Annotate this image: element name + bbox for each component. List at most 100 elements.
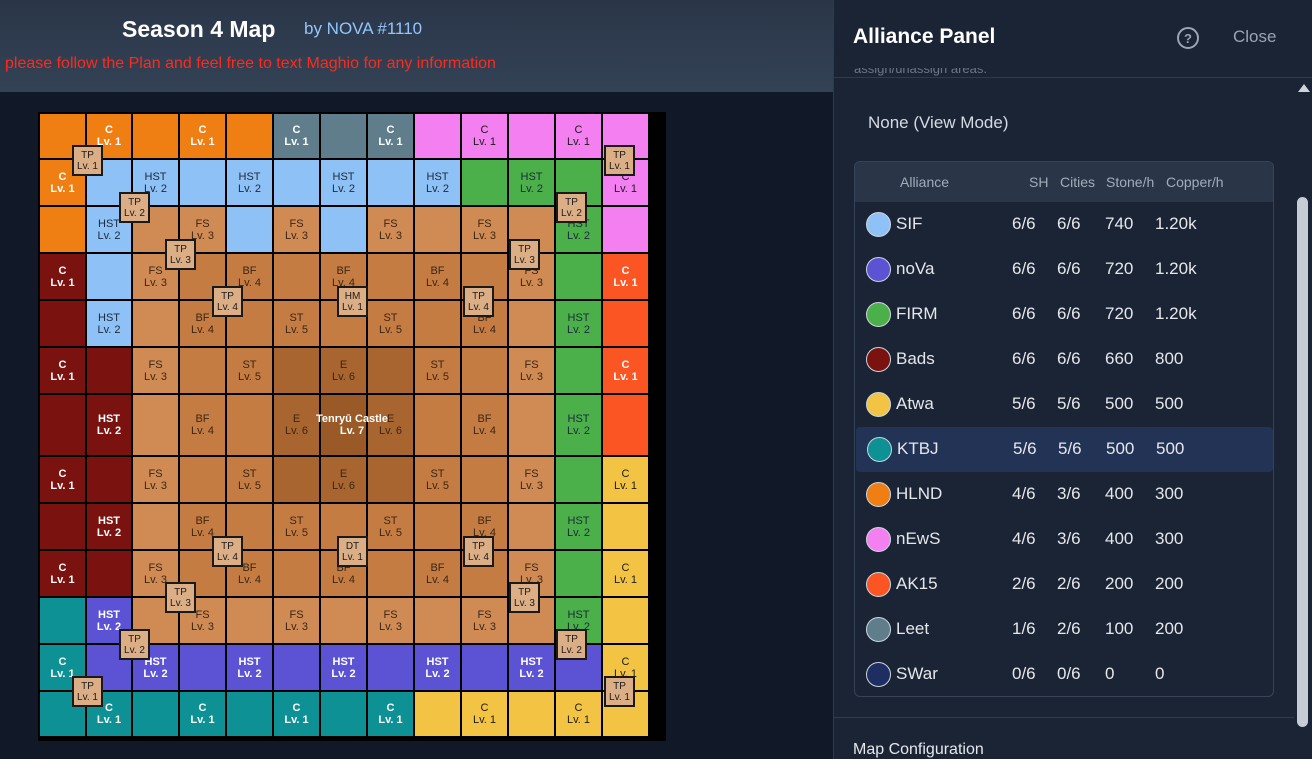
map-tile[interactable] [368, 348, 413, 393]
map-tile[interactable] [133, 395, 178, 455]
map-tile[interactable]: C Lv. 1 [368, 692, 413, 736]
map-marker[interactable]: TP Lv. 2 [556, 629, 587, 660]
map-marker[interactable]: TP Lv. 3 [509, 582, 540, 613]
map-marker[interactable]: TP Lv. 3 [165, 582, 196, 613]
map-tile[interactable] [603, 598, 648, 643]
map-marker[interactable]: TP Lv. 4 [212, 536, 243, 567]
map-tile[interactable] [321, 395, 366, 455]
map-marker[interactable]: TP Lv. 4 [463, 286, 494, 317]
map-tile[interactable]: C Lv. 1 [603, 551, 648, 596]
map-tile[interactable] [227, 395, 272, 455]
map-tile[interactable] [415, 504, 460, 549]
map-marker[interactable]: TP Lv. 1 [604, 676, 635, 707]
map-tile[interactable]: HST Lv. 2 [415, 645, 460, 690]
map-tile[interactable]: C Lv. 1 [603, 348, 648, 393]
map-marker[interactable]: TP Lv. 4 [463, 536, 494, 567]
map-tile[interactable] [87, 254, 131, 299]
map-marker[interactable]: TP Lv. 1 [72, 145, 103, 176]
map-tile[interactable]: C Lv. 1 [368, 114, 413, 158]
map-tile[interactable]: ST Lv. 5 [415, 348, 460, 393]
map-tile[interactable] [40, 504, 85, 549]
alliance-row[interactable]: noVa 6/6 6/6 720 1.20k [855, 247, 1273, 292]
map-tile[interactable]: ST Lv. 5 [274, 301, 319, 346]
alliance-row[interactable]: HLND 4/6 3/6 400 300 [855, 472, 1273, 517]
map-tile[interactable]: C Lv. 1 [40, 348, 85, 393]
map-tile[interactable] [509, 504, 554, 549]
map-marker[interactable]: TP Lv. 3 [165, 239, 196, 270]
map-tile[interactable]: FS Lv. 3 [274, 598, 319, 643]
map-tile[interactable] [274, 645, 319, 690]
scrollbar-thumb[interactable] [1297, 197, 1308, 727]
map-tile[interactable]: C Lv. 1 [40, 457, 85, 502]
map-marker[interactable]: TP Lv. 1 [604, 145, 635, 176]
alliance-row[interactable]: SWar 0/6 0/6 0 0 [855, 652, 1273, 696]
alliance-row[interactable]: Atwa 5/6 5/6 500 500 [855, 382, 1273, 427]
alliance-row[interactable]: SIF 6/6 6/6 740 1.20k [855, 202, 1273, 247]
map-tile[interactable] [133, 301, 178, 346]
map-tile[interactable]: ST Lv. 5 [274, 504, 319, 549]
map-tile[interactable]: HST Lv. 2 [509, 645, 554, 690]
map-tile[interactable]: E Lv. 6 [321, 348, 366, 393]
alliance-row[interactable]: nEwS 4/6 3/6 400 300 [855, 517, 1273, 562]
map-tile[interactable]: HST Lv. 2 [556, 301, 601, 346]
map-tile[interactable]: C Lv. 1 [40, 551, 85, 596]
map-tile[interactable] [368, 551, 413, 596]
map-tile[interactable] [415, 114, 460, 158]
map-marker[interactable]: DT Lv. 1 [337, 536, 368, 567]
map-tile[interactable] [227, 692, 272, 736]
map-tile[interactable] [603, 207, 648, 252]
map-tile[interactable]: E Lv. 6 [368, 395, 413, 455]
map-tile[interactable]: HST Lv. 2 [87, 395, 131, 455]
close-button[interactable]: Close [1233, 27, 1277, 46]
map-tile[interactable]: BF Lv. 4 [462, 395, 507, 455]
map-tile[interactable]: FS Lv. 3 [274, 207, 319, 252]
map-tile[interactable]: ST Lv. 5 [368, 301, 413, 346]
map-tile[interactable]: E Lv. 6 [321, 457, 366, 502]
map-tile[interactable] [87, 457, 131, 502]
map-tile[interactable] [603, 504, 648, 549]
map-tile[interactable] [368, 645, 413, 690]
map-marker[interactable]: TP Lv. 3 [509, 239, 540, 270]
map-tile[interactable]: C Lv. 1 [274, 114, 319, 158]
map-tile[interactable] [321, 692, 366, 736]
map-tile[interactable] [509, 114, 554, 158]
map-tile[interactable]: ST Lv. 5 [415, 457, 460, 502]
map-tile[interactable]: FS Lv. 3 [180, 598, 225, 643]
map-tile[interactable]: BF Lv. 4 [180, 395, 225, 455]
castle-label[interactable]: Tenryū Castle Lv. 7 [308, 410, 396, 440]
map-tile[interactable] [87, 348, 131, 393]
map-tile[interactable] [556, 254, 601, 299]
map-tile[interactable]: FS Lv. 3 [133, 348, 178, 393]
map-marker[interactable]: TP Lv. 2 [119, 629, 150, 660]
map-tile[interactable] [415, 301, 460, 346]
map-tile[interactable] [415, 598, 460, 643]
map-tile[interactable] [87, 551, 131, 596]
map-tile[interactable] [321, 207, 366, 252]
map-tile[interactable]: C Lv. 1 [462, 114, 507, 158]
alliance-row[interactable]: Bads 6/6 6/6 660 800 [855, 337, 1273, 382]
map-tile[interactable] [415, 692, 460, 736]
map-tile[interactable] [556, 348, 601, 393]
map-tile[interactable]: HST Lv. 2 [133, 160, 178, 205]
map-tile[interactable] [415, 395, 460, 455]
map-tile[interactable] [133, 114, 178, 158]
map-tile[interactable] [462, 457, 507, 502]
map-tile[interactable]: ST Lv. 5 [227, 457, 272, 502]
map-tile[interactable]: FS Lv. 3 [368, 207, 413, 252]
map-tile[interactable] [321, 114, 366, 158]
season-map-grid[interactable]: C Lv. 1 C Lv. 1 C Lv. 1 C Lv. 1 C Lv. 1 C Lv. 1 C Lv.… [38, 112, 666, 741]
map-tile[interactable] [133, 692, 178, 736]
map-tile[interactable] [509, 692, 554, 736]
map-tile[interactable] [556, 457, 601, 502]
map-tile[interactable]: HST Lv. 2 [227, 645, 272, 690]
map-tile[interactable] [227, 207, 272, 252]
map-tile[interactable]: FS Lv. 3 [462, 207, 507, 252]
map-tile[interactable]: C Lv. 1 [603, 457, 648, 502]
map-tile[interactable]: C Lv. 1 [274, 692, 319, 736]
mode-selector[interactable]: None (View Mode) [868, 113, 1009, 132]
map-tile[interactable] [180, 645, 225, 690]
map-tile[interactable]: FS Lv. 3 [462, 598, 507, 643]
map-marker[interactable]: TP Lv. 4 [212, 286, 243, 317]
map-tile[interactable] [415, 207, 460, 252]
map-tile[interactable]: HST Lv. 2 [556, 395, 601, 455]
